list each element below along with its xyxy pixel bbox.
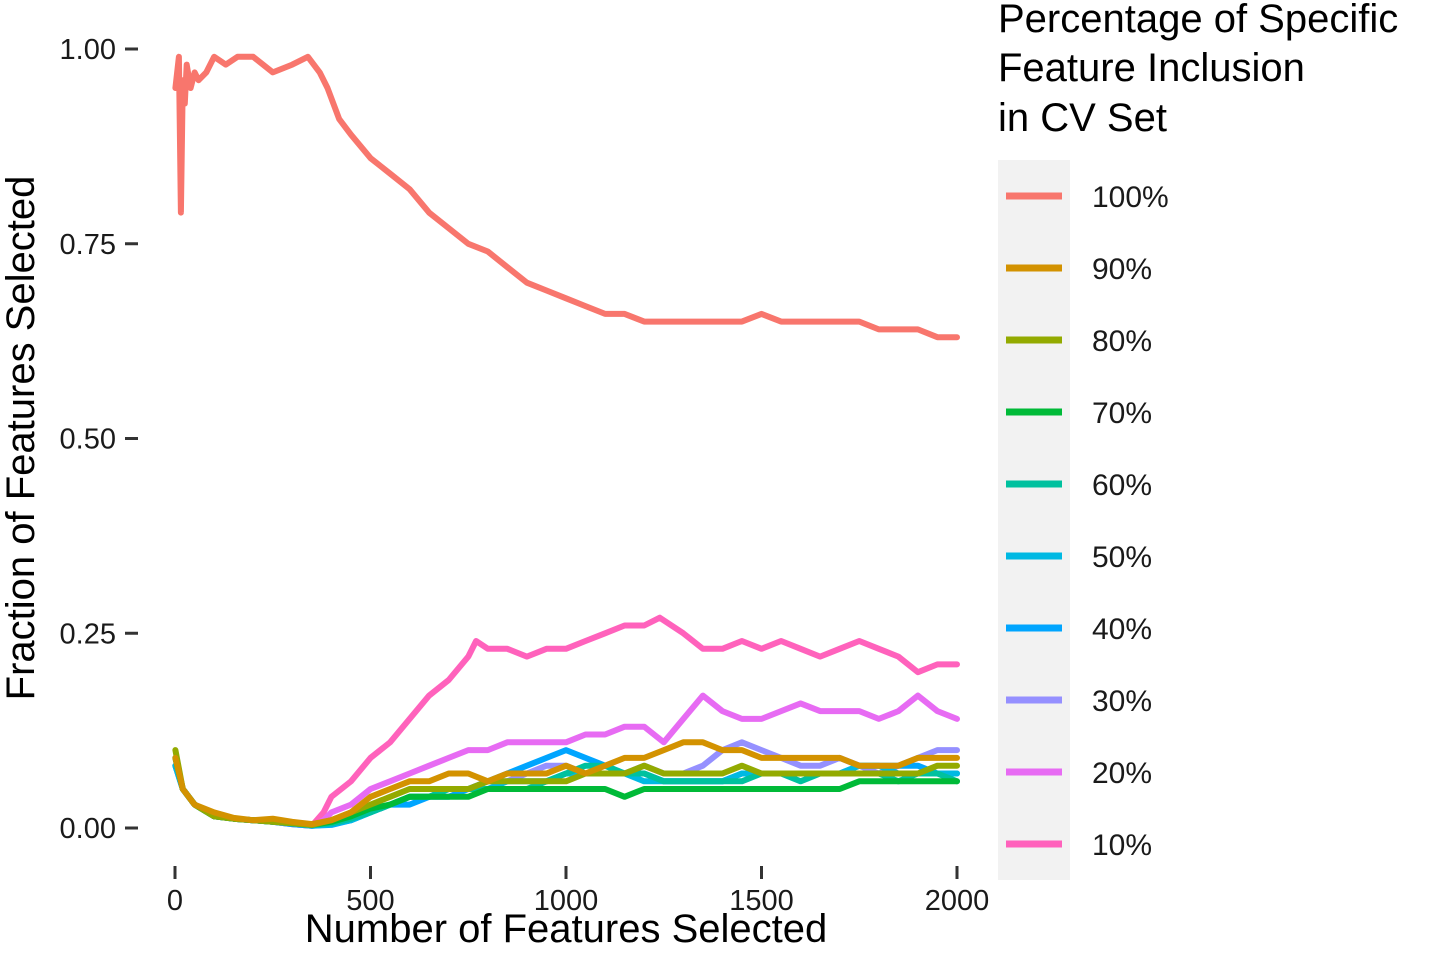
legend-item-label: 20%: [1092, 757, 1152, 790]
y-tick-label: 0.50: [60, 424, 116, 456]
legend-item-label: 90%: [1092, 253, 1152, 286]
legend-item-label: 60%: [1092, 469, 1152, 502]
x-tick-label: 500: [346, 885, 394, 917]
legend-key-background: [998, 160, 1070, 880]
y-axis-title: Fraction of Features Selected: [0, 176, 43, 701]
y-tick-label: 0.00: [60, 813, 116, 845]
legend-item-label: 50%: [1092, 541, 1152, 574]
legend-item-label: 100%: [1092, 181, 1169, 214]
legend-item-label: 80%: [1092, 325, 1152, 358]
y-axis: 0.00 0.25 0.50 0.75 1.00: [60, 34, 138, 845]
series-line-90pct: [172, 739, 960, 828]
x-axis: 0 500 1000 1500 2000: [167, 866, 989, 917]
x-tick-label: 1000: [534, 885, 599, 917]
x-tick-label: 2000: [925, 885, 990, 917]
legend-title-line-3: in CV Set: [998, 96, 1167, 140]
legend-items: 100% 90% 80% 70% 60% 50% 40% 30% 20% 10%: [1006, 181, 1169, 862]
legend-item-label: 30%: [1092, 685, 1152, 718]
x-tick-label: 0: [167, 885, 183, 917]
legend-item-label: 40%: [1092, 613, 1152, 646]
y-tick-label: 1.00: [60, 34, 116, 66]
legend-item-label: 70%: [1092, 397, 1152, 430]
y-tick-label: 0.25: [60, 618, 116, 650]
x-tick-label: 1500: [729, 885, 794, 917]
plot-area: [172, 53, 960, 829]
x-axis-title: Number of Features Selected: [305, 907, 827, 951]
legend-title-line-2: Feature Inclusion: [998, 46, 1305, 90]
series-line-100pct: [172, 53, 960, 341]
series-line-10pct: [172, 614, 960, 829]
legend-title-line-1: Percentage of Specific: [998, 0, 1398, 41]
legend: Percentage of Specific Feature Inclusion…: [998, 0, 1398, 880]
legend-item-label: 10%: [1092, 829, 1152, 862]
y-tick-label: 0.75: [60, 229, 116, 261]
